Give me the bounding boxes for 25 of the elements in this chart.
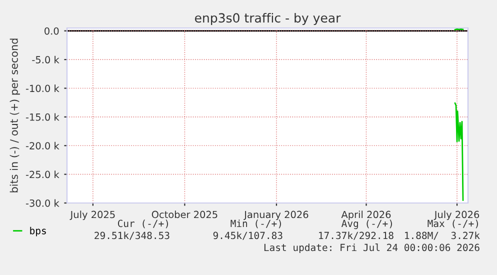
x-tick-label: October 2025 [152, 210, 218, 218]
legend-label: bps [30, 226, 46, 236]
text: Min (-/+) [230, 220, 281, 228]
y-tick-label: -20.0 k [26, 142, 60, 150]
line-series [454, 102, 464, 201]
text: 1.88M/ 3.27k [405, 232, 480, 240]
text: Avg (-/+) [342, 220, 392, 230]
text: Last update: Fri Jul 24 00:00:06 2026 [264, 244, 480, 254]
text: 29.51k/348.53 [94, 232, 170, 240]
x-tick-label: April 2026 [341, 210, 391, 220]
y-tick-label: -5.0 k [32, 56, 60, 64]
y-tick-label: -15.0 k [26, 113, 60, 121]
chart-title: enp3s0 traffic - by year [194, 12, 341, 26]
x-tick-label: July 2026 [434, 210, 480, 220]
y-tick-label: -10.0 k [26, 84, 60, 92]
text: Cur (-/+) [118, 220, 168, 228]
y-tick-label: -30.0 k [26, 199, 60, 207]
text: 17.37k/292.18 [319, 232, 394, 240]
y-tick-label: -25.0 k [26, 170, 60, 178]
x-tick-label: July 2025 [70, 210, 115, 220]
text: Max (-/+) [428, 220, 478, 228]
y-axis-title: bits in (-) / out (+) per second [10, 38, 20, 192]
y-tick-label: 0.0 [44, 27, 59, 35]
text: 9.45k/107.83 [213, 232, 282, 240]
x-tick-label: January 2026 [244, 210, 308, 220]
